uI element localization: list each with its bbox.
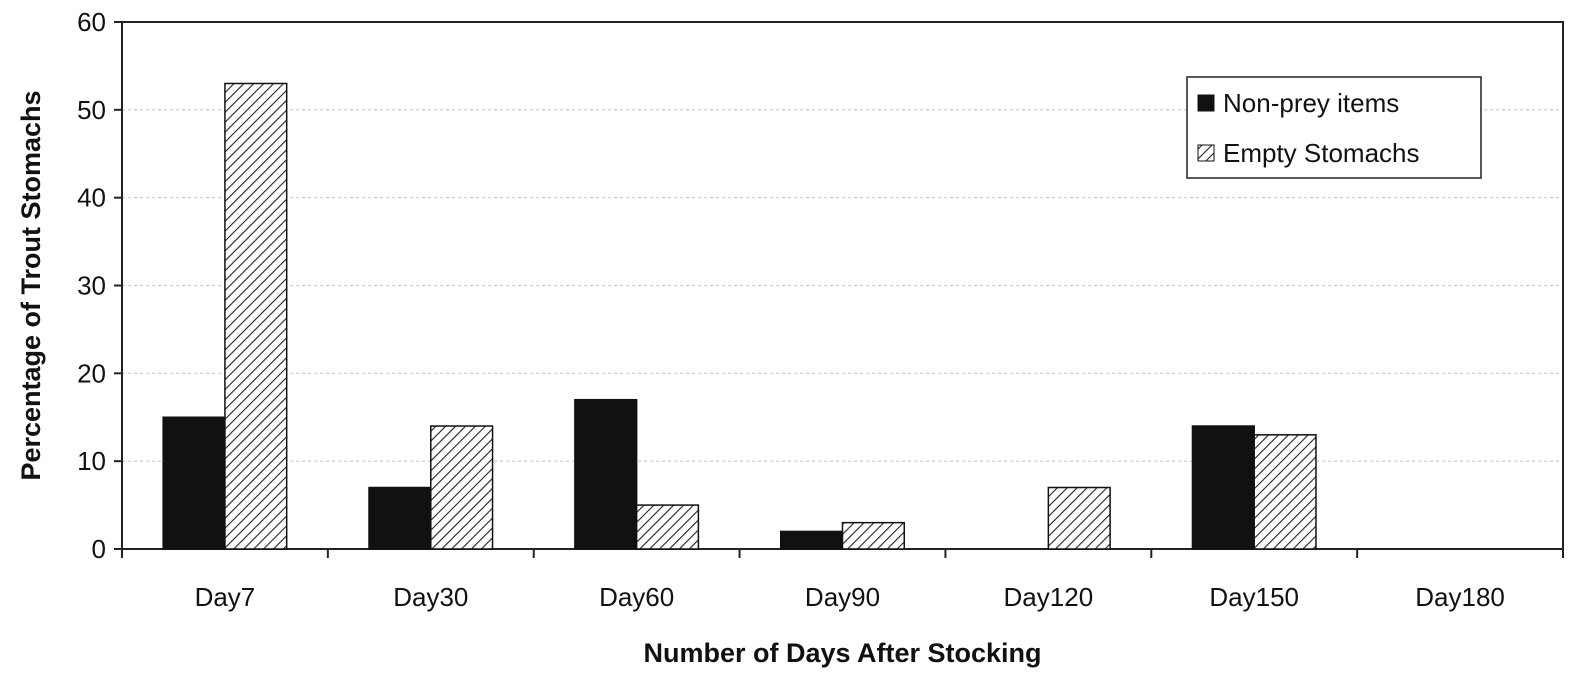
legend-swatch-empty-stomachs — [1197, 144, 1215, 162]
x-tick-label: Day120 — [1004, 582, 1094, 612]
bar-empty-stomachs — [841, 521, 906, 550]
y-tick-label: 40 — [77, 183, 106, 213]
legend-label-empty-stomachs: Empty Stomachs — [1223, 138, 1420, 168]
y-tick-label: 50 — [77, 95, 106, 125]
x-tick-label: Day30 — [393, 582, 468, 612]
legend-swatch-non-prey — [1197, 94, 1215, 112]
x-tick-label: Day7 — [195, 582, 256, 612]
legend-box — [1186, 76, 1482, 179]
bar-empty-stomachs — [1253, 434, 1317, 550]
x-tick-label: Day60 — [599, 582, 674, 612]
y-tick-label: 60 — [77, 7, 106, 37]
bar-empty-stomachs — [224, 82, 288, 550]
bar-non-prey-items — [1191, 425, 1255, 550]
bar-empty-stomachs — [635, 504, 700, 550]
y-axis: 0 10 20 30 40 50 60 — [77, 7, 122, 564]
y-tick-label: 10 — [77, 446, 106, 476]
bar-non-prey-items — [574, 398, 638, 550]
bar-non-prey-items — [779, 530, 844, 550]
x-tick-label: Day180 — [1415, 582, 1505, 612]
bar-non-prey-items — [368, 486, 432, 550]
bar-empty-stomachs — [1047, 486, 1111, 550]
y-tick-label: 0 — [92, 534, 106, 564]
gridlines — [122, 109, 1563, 462]
x-axis: Day7 Day30 Day60 Day90 Day120 Day150 Day180 — [121, 549, 1564, 612]
y-axis-title: Percentage of Trout Stomachs — [16, 90, 46, 480]
x-tick-label: Day150 — [1209, 582, 1299, 612]
bar-empty-stomachs — [430, 425, 494, 550]
bar-non-prey-items — [162, 416, 226, 550]
legend: Non-prey items Empty Stomachs — [1186, 76, 1482, 179]
y-tick-label: 30 — [77, 271, 106, 301]
x-axis-title: Number of Days After Stocking — [643, 638, 1041, 668]
legend-label-non-prey: Non-prey items — [1223, 88, 1399, 118]
bars — [162, 82, 1317, 550]
x-tick-label: Day90 — [805, 582, 880, 612]
y-tick-label: 20 — [77, 358, 106, 388]
